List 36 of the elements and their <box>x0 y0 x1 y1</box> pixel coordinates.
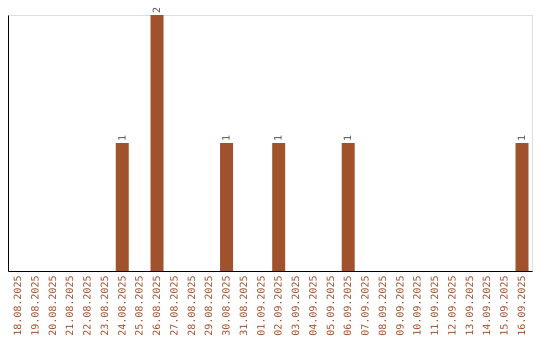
x-tick-label: 15.09.2025 <box>500 276 511 336</box>
x-tick-label: 22.08.2025 <box>82 276 94 336</box>
data-label: 1 <box>517 134 528 141</box>
data-label: 1 <box>222 134 233 141</box>
data-label: 1 <box>274 134 285 141</box>
x-tick-label: 19.08.2025 <box>30 276 42 336</box>
x-tick-label: 23.08.2025 <box>100 276 111 336</box>
x-tick-label: 13.09.2025 <box>464 276 476 336</box>
data-label: 2 <box>152 6 164 13</box>
x-tick-label: 09.09.2025 <box>395 276 406 336</box>
x-tick-label: 24.08.2025 <box>117 276 128 336</box>
x-tick-label: 05.09.2025 <box>326 276 337 336</box>
x-tick-label: 10.09.2025 <box>412 276 424 336</box>
x-tick-label: 29.08.2025 <box>204 276 216 336</box>
x-tick-label: 14.09.2025 <box>482 276 494 336</box>
x-tick-label: 04.09.2025 <box>308 276 320 336</box>
x-tick-label: 11.09.2025 <box>430 276 442 336</box>
x-tick-label: 25.08.2025 <box>134 276 146 336</box>
data-label: 1 <box>117 134 128 141</box>
x-tick-label: 21.08.2025 <box>65 276 76 336</box>
x-tick-label: 27.08.2025 <box>169 276 180 336</box>
x-tick-label: 12.09.2025 <box>447 276 458 336</box>
x-tick-label: 07.09.2025 <box>360 276 372 336</box>
x-tick-label: 08.09.2025 <box>378 276 389 336</box>
x-tick-label: 26.08.2025 <box>152 276 164 336</box>
x-tick-label: 18.08.2025 <box>12 276 24 336</box>
x-tick-label: 02.09.2025 <box>274 276 285 336</box>
x-tick-label: 30.08.2025 <box>222 276 233 336</box>
x-tick-label: 16.09.2025 <box>517 276 528 336</box>
x-tick-label: 28.08.2025 <box>186 276 198 336</box>
x-tick-label: 20.08.2025 <box>48 276 59 336</box>
x-tick-label: 03.09.2025 <box>291 276 302 336</box>
data-label: 1 <box>343 134 354 141</box>
x-tick-label: 01.09.2025 <box>256 276 268 336</box>
x-tick-label: 31.08.2025 <box>238 276 250 336</box>
x-tick-label: 06.09.2025 <box>343 276 354 336</box>
